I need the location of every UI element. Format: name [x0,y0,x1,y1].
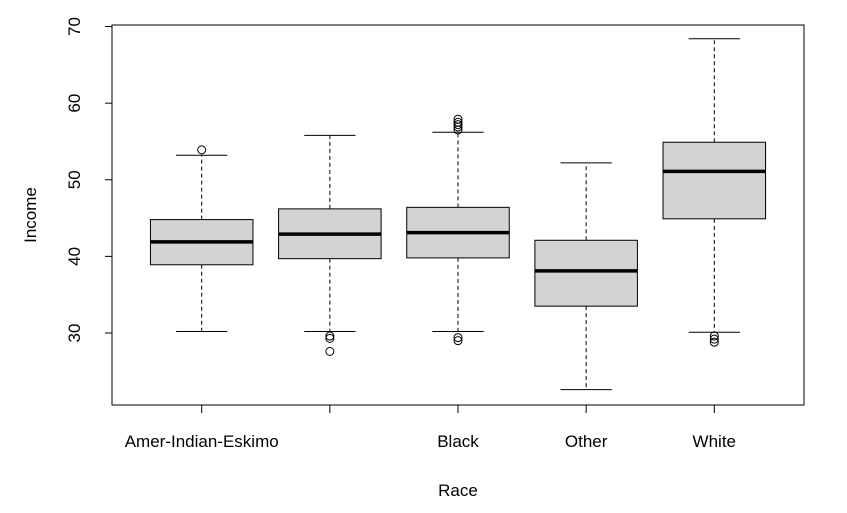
x-tick-label: White [693,432,736,451]
x-axis: Amer-Indian-Eskimo Black Other White [125,405,736,451]
outlier-point [325,346,335,356]
box-3 [534,162,638,391]
y-tick-label: 60 [65,94,84,113]
box-2 [406,114,510,346]
iqr-box [662,141,767,220]
outlier-point [453,336,463,346]
x-tick-label: Amer-Indian-Eskimo [125,432,279,451]
outlier-point [325,333,335,343]
y-axis: 30 40 50 60 70 [65,17,112,342]
x-tick-label: Black [437,432,479,451]
y-tick-label: 50 [65,170,84,189]
x-axis-title: Race [438,481,478,500]
box-0 [149,145,254,332]
outlier-point [709,334,719,344]
boxes-group [149,38,767,391]
x-tick-label: Other [565,432,608,451]
outlier-point [453,333,463,343]
y-axis-title: Income [21,187,40,243]
outlier-point [709,331,719,341]
box-4 [662,38,767,347]
y-tick-label: 40 [65,247,84,266]
outlier-point [197,145,207,155]
outlier-point [709,337,719,347]
iqr-box [534,239,638,307]
outlier-point [453,120,463,130]
y-tick-label: 30 [65,324,84,343]
box-1 [278,134,382,356]
outlier-point [325,331,335,341]
outlier-point [453,114,463,124]
y-tick-label: 70 [65,17,84,36]
outlier-point [453,117,463,127]
